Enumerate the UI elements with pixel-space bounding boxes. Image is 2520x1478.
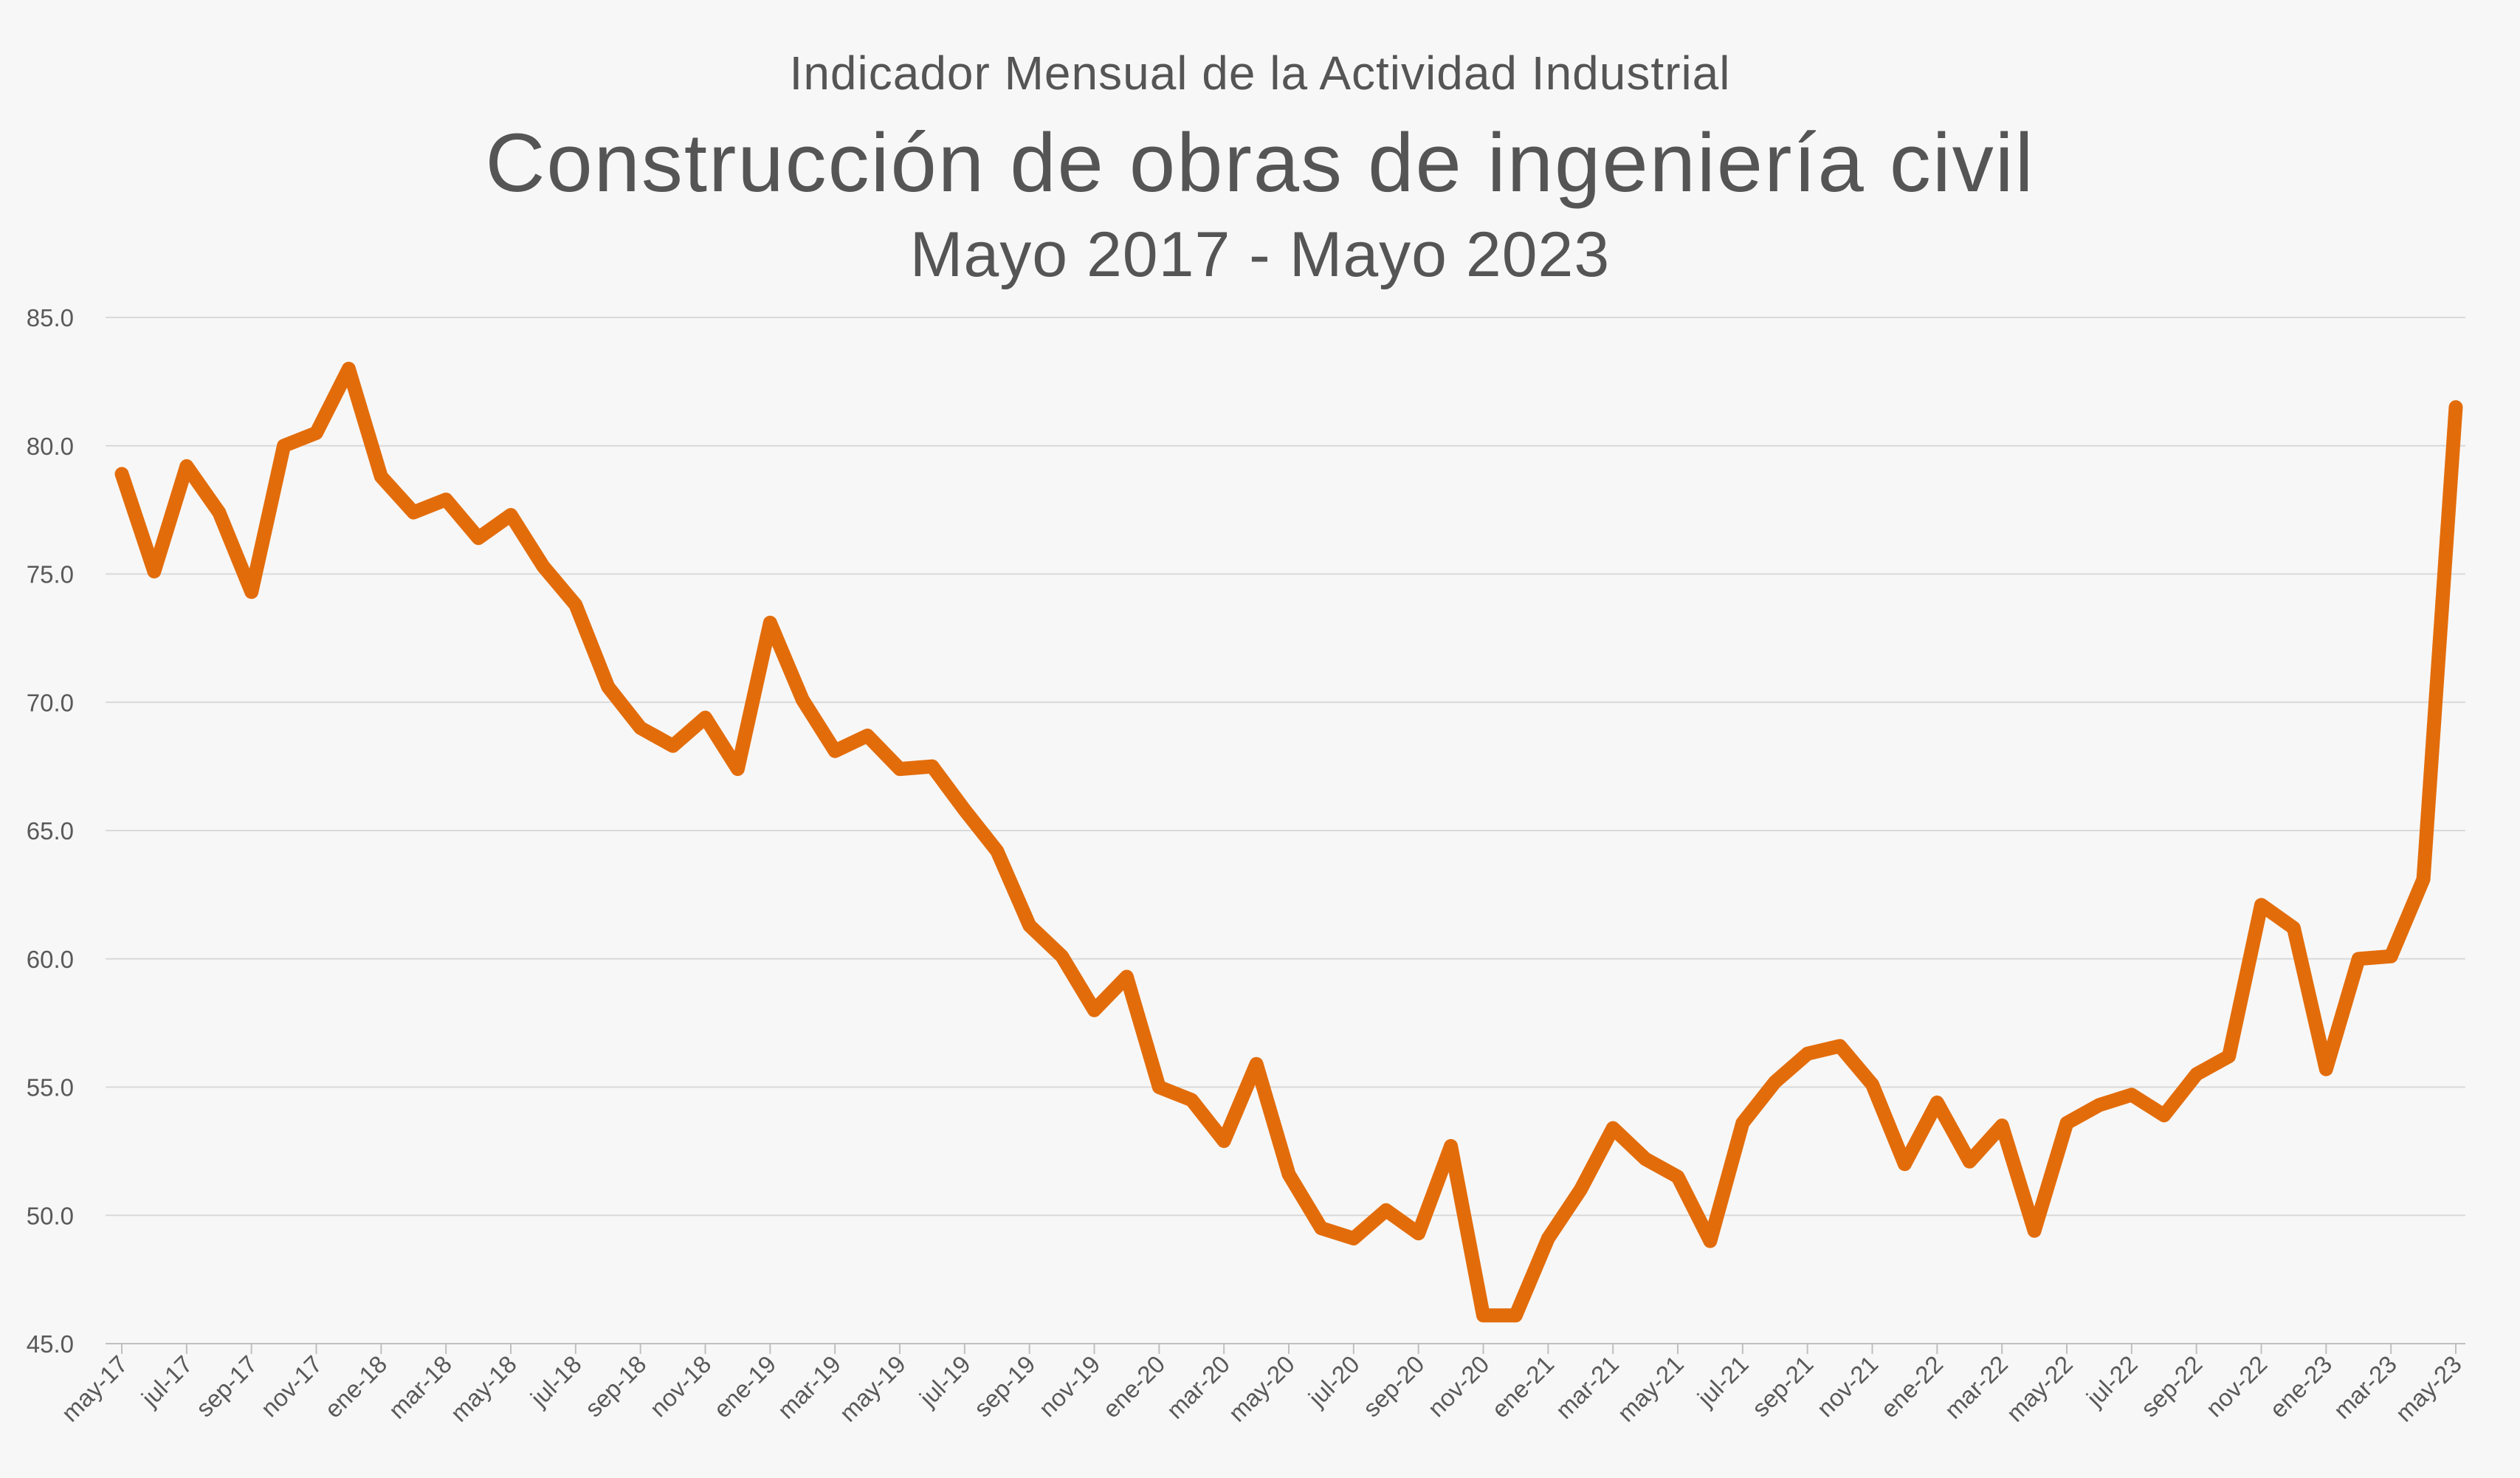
x-axis bbox=[106, 1343, 2465, 1354]
x-tick-label: may-23 bbox=[2390, 1350, 2467, 1427]
x-tick-label: jul-20 bbox=[1303, 1350, 1365, 1412]
x-tick-label: sep-22 bbox=[2135, 1350, 2208, 1423]
x-tick-label: nov-19 bbox=[1033, 1350, 1106, 1423]
x-tick-label: jul-21 bbox=[1692, 1350, 1754, 1412]
x-tick-label: jul-17 bbox=[136, 1350, 198, 1412]
x-tick-label: ene-20 bbox=[1097, 1350, 1170, 1423]
x-tick-label: sep-21 bbox=[1746, 1350, 1819, 1423]
x-tick-label: ene-19 bbox=[708, 1350, 781, 1423]
y-tick-label: 55.0 bbox=[27, 1074, 74, 1101]
x-tick-label: nov-17 bbox=[255, 1350, 328, 1423]
y-tick-label: 65.0 bbox=[27, 817, 74, 845]
x-tick-label: nov-22 bbox=[2200, 1350, 2273, 1423]
series-layer bbox=[114, 362, 2463, 1323]
y-axis-labels: 45.0 50.0 55.0 60.0 65.0 70.0 75.0 80.0 85.0 bbox=[27, 304, 74, 1358]
x-tick-label: nov-20 bbox=[1422, 1350, 1495, 1423]
x-tick-label: nov-18 bbox=[644, 1350, 717, 1423]
series-line bbox=[114, 362, 2463, 1323]
x-tick-label: mar-20 bbox=[1161, 1350, 1235, 1424]
x-tick-label: sep-17 bbox=[190, 1350, 263, 1423]
x-tick-label: ene-18 bbox=[319, 1350, 392, 1423]
x-tick-label: mar-22 bbox=[1939, 1350, 2013, 1424]
x-tick-label: sep-20 bbox=[1357, 1350, 1430, 1423]
x-tick-label: may-17 bbox=[56, 1350, 133, 1427]
x-axis-labels: may-17 jul-17sep-17nov-17ene-18mar-18may-… bbox=[56, 1350, 2467, 1427]
x-tick-label: ene-22 bbox=[1875, 1350, 1948, 1423]
x-tick-label: nov-21 bbox=[1811, 1350, 1884, 1423]
x-tick-label: mar-21 bbox=[1550, 1350, 1624, 1424]
x-tick-label: may-19 bbox=[834, 1350, 911, 1427]
x-tick-label: may-22 bbox=[2001, 1350, 2078, 1427]
x-tick-label: mar-19 bbox=[772, 1350, 846, 1424]
x-tick-label: jul-19 bbox=[914, 1350, 976, 1412]
x-tick-label: sep-18 bbox=[579, 1350, 652, 1423]
gridlines bbox=[106, 317, 2465, 1344]
x-tick-label: mar-18 bbox=[383, 1350, 457, 1424]
y-tick-label: 70.0 bbox=[27, 689, 74, 716]
x-tick-label: jul-22 bbox=[2081, 1350, 2143, 1412]
x-tick-label: may-18 bbox=[445, 1350, 522, 1427]
y-tick-label: 80.0 bbox=[27, 433, 74, 460]
x-tick-label: sep-19 bbox=[968, 1350, 1041, 1423]
chart-title: Construcción de obras de ingeniería civi… bbox=[485, 117, 2035, 209]
chart-kicker: Indicador Mensual de la Actividad Indust… bbox=[789, 47, 1731, 100]
x-tick-label: ene-21 bbox=[1486, 1350, 1559, 1423]
x-tick-label: jul-18 bbox=[525, 1350, 587, 1412]
x-tick-label: may-20 bbox=[1223, 1350, 1300, 1427]
x-tick-label: ene-23 bbox=[2264, 1350, 2337, 1423]
y-tick-label: 85.0 bbox=[27, 304, 74, 331]
x-tick-label: mar-23 bbox=[2328, 1350, 2402, 1424]
y-tick-label: 75.0 bbox=[27, 561, 74, 588]
chart-subtitle: Mayo 2017 - Mayo 2023 bbox=[909, 219, 1611, 290]
y-tick-label: 60.0 bbox=[27, 946, 74, 973]
x-tick-label: may-21 bbox=[1612, 1350, 1689, 1427]
y-tick-label: 45.0 bbox=[27, 1330, 74, 1358]
y-tick-label: 50.0 bbox=[27, 1202, 74, 1229]
